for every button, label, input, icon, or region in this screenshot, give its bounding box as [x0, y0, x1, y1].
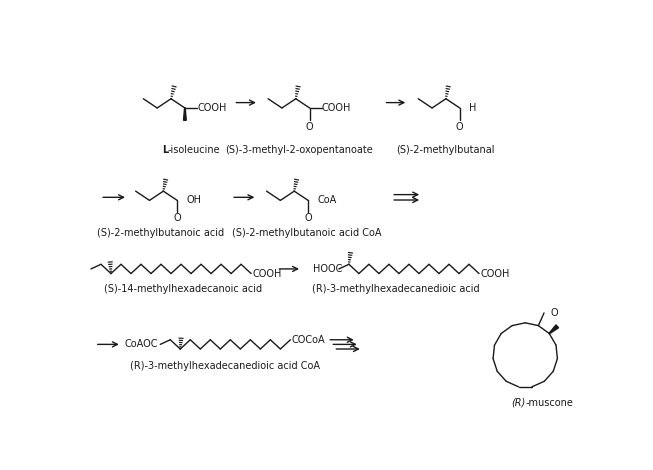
Text: O: O [306, 122, 313, 132]
Text: (S)-2-methylbutanoic acid: (S)-2-methylbutanoic acid [97, 228, 224, 238]
Text: HOOC: HOOC [313, 264, 342, 274]
Text: COOH: COOH [197, 103, 227, 113]
Text: COOH: COOH [481, 268, 510, 279]
Text: OH: OH [187, 196, 201, 205]
Text: (R): (R) [511, 398, 525, 408]
Text: L: L [162, 145, 168, 156]
Text: O: O [304, 213, 312, 223]
Polygon shape [183, 108, 186, 120]
Text: (S)-14-methylhexadecanoic acid: (S)-14-methylhexadecanoic acid [104, 284, 263, 294]
Text: -muscone: -muscone [525, 398, 573, 408]
Text: O: O [456, 122, 464, 132]
Text: COOH: COOH [322, 103, 351, 113]
Text: (R)-3-methylhexadecanedioic acid: (R)-3-methylhexadecanedioic acid [312, 284, 480, 294]
Text: O: O [174, 213, 181, 223]
Polygon shape [549, 325, 558, 334]
Text: (R)-3-methylhexadecanedioic acid CoA: (R)-3-methylhexadecanedioic acid CoA [130, 361, 320, 371]
Text: O: O [550, 308, 558, 318]
Text: -isoleucine: -isoleucine [168, 145, 221, 156]
Text: (S)-2-methylbutanal: (S)-2-methylbutanal [396, 145, 494, 156]
Text: CoA: CoA [317, 196, 336, 205]
Text: (S)-2-methylbutanoic acid CoA: (S)-2-methylbutanoic acid CoA [232, 228, 381, 238]
Text: (S)-3-methyl-2-oxopentanoate: (S)-3-methyl-2-oxopentanoate [225, 145, 373, 156]
Text: COCoA: COCoA [292, 335, 326, 345]
Text: CoAOC: CoAOC [124, 339, 157, 349]
Text: H: H [469, 103, 477, 113]
Text: COOH: COOH [253, 268, 282, 279]
